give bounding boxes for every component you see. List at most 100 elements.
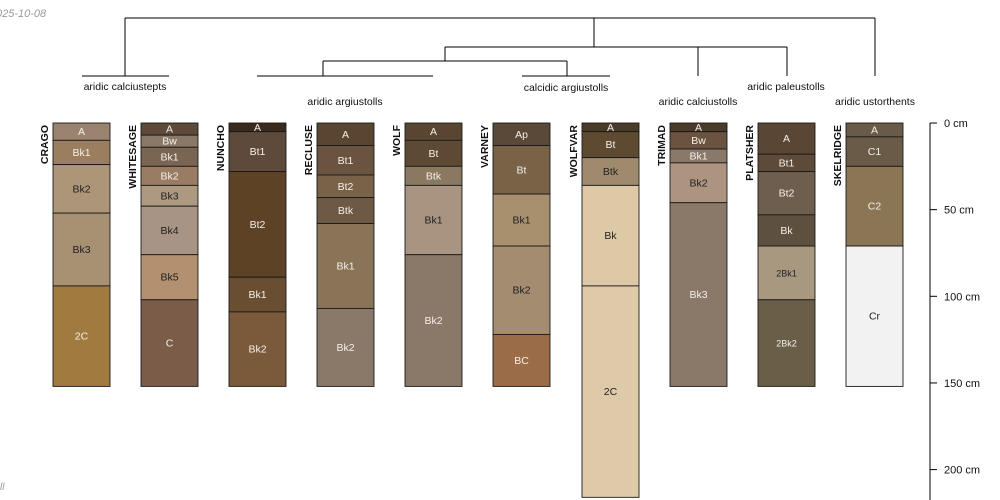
profile-wolfvar: A Bt Btk Bk 2C WOLFVAR bbox=[568, 122, 640, 498]
horizon-label: A bbox=[695, 122, 702, 134]
horizon-varney-bk2 bbox=[492, 245, 551, 335]
profile-name: PLATSHER bbox=[744, 125, 756, 181]
profile-trimad: ABw Bk1 Bk2 Bk3 TRIMAD bbox=[656, 122, 728, 387]
horizon-crago-2c bbox=[52, 285, 111, 387]
profile-name: CRAGO bbox=[39, 125, 51, 164]
horizon-label: Bt2 bbox=[250, 219, 266, 231]
horizon-label: C2 bbox=[868, 201, 882, 213]
profile-name: WOLF bbox=[391, 124, 403, 155]
horizon-label: Bk2 bbox=[72, 183, 90, 195]
horizon-recluse-bk2 bbox=[316, 307, 375, 387]
horizon-recluse-bt1 bbox=[316, 145, 375, 176]
horizon-recluse-btk bbox=[316, 197, 375, 224]
horizon-label: C bbox=[166, 338, 174, 350]
horizon-label: Bk1 bbox=[512, 215, 530, 227]
profile-recluse: A Bt1 Bt2 Btk Bk1 Bk2 RECLUSE bbox=[303, 122, 375, 387]
horizon-skelridge-c2 bbox=[845, 165, 904, 247]
profile-crago: A Bk1 Bk2 Bk3 2C CRAGO bbox=[39, 122, 111, 387]
horizon-varney-bt bbox=[492, 145, 551, 195]
horizon-label: Bw bbox=[162, 136, 177, 148]
horizon-wolf-bk1 bbox=[404, 184, 463, 256]
horizon-label: Bt2 bbox=[338, 181, 354, 193]
horizon-label: Bk1 bbox=[336, 260, 354, 272]
horizon-label: A bbox=[254, 122, 261, 134]
cluster-dendrogram bbox=[82, 17, 876, 77]
horizon-label: Bk1 bbox=[689, 150, 707, 162]
profile-nuncho: A Bt1 Bt2 Bk1 Bk2 NUNCHO bbox=[215, 122, 287, 387]
horizon-wolfvar-2c bbox=[581, 285, 640, 498]
horizon-platsher-bt2 bbox=[757, 171, 816, 216]
horizon-label: Bk2 bbox=[689, 177, 707, 189]
horizon-label: Bk2 bbox=[160, 170, 178, 182]
group-label-aridic-paleustolls: aridic paleustolls bbox=[747, 81, 825, 93]
profile-name: TRIMAD bbox=[656, 125, 668, 166]
horizon-platsher-a bbox=[757, 122, 816, 155]
horizon-whitesage-bk5 bbox=[140, 254, 199, 301]
horizon-label: Bk3 bbox=[72, 244, 90, 256]
horizon-trimad-bk3 bbox=[669, 202, 728, 387]
horizon-label: Bk2 bbox=[512, 285, 530, 297]
horizon-label: Bt bbox=[517, 164, 527, 176]
horizon-label: A bbox=[342, 129, 349, 141]
horizon-label: Bk1 bbox=[160, 151, 178, 163]
horizon-label: 2Bk2 bbox=[776, 339, 797, 349]
horizon-label: Ap bbox=[515, 129, 528, 141]
horizon-label: A bbox=[783, 133, 790, 145]
horizon-label: A bbox=[78, 126, 85, 138]
horizon-label: C1 bbox=[868, 146, 882, 158]
horizon-label: A bbox=[166, 124, 173, 136]
horizon-label: Bk bbox=[780, 225, 793, 237]
profile-name: VARNEY bbox=[479, 125, 491, 168]
horizon-wolf-bt bbox=[404, 139, 463, 167]
horizon-label: Bt1 bbox=[250, 146, 266, 158]
horizon-label: Bk3 bbox=[689, 289, 707, 301]
horizon-label: 2C bbox=[75, 331, 89, 343]
depth-tick-label: 50 cm bbox=[944, 205, 974, 217]
horizon-label: A bbox=[430, 126, 437, 138]
horizon-label: Bt bbox=[606, 139, 616, 151]
horizon-whitesage-c bbox=[140, 299, 199, 387]
group-label-aridic-calciustepts: aridic calciustepts bbox=[84, 81, 167, 93]
horizon-label: Bw bbox=[691, 135, 706, 147]
group-label-aridic-ustorthents: aridic ustorthents bbox=[835, 96, 915, 108]
horizon-platsher-2bk1 bbox=[757, 245, 816, 301]
horizon-label: BC bbox=[514, 355, 529, 367]
depth-tick-label: 0 cm bbox=[944, 118, 968, 130]
horizon-label: Bk2 bbox=[248, 344, 266, 356]
horizon-label: Bt bbox=[429, 148, 439, 160]
horizon-label: Bk2 bbox=[424, 315, 442, 327]
depth-tick-label: 150 cm bbox=[944, 378, 980, 390]
horizon-label: Bk1 bbox=[72, 147, 90, 159]
horizon-skelridge-cr bbox=[845, 245, 904, 387]
horizon-wolfvar-bt bbox=[581, 131, 640, 159]
profile-name: WHITESAGE bbox=[127, 125, 139, 189]
profile-name: WOLFVAR bbox=[568, 125, 580, 178]
horizon-wolf-bk2 bbox=[404, 254, 463, 387]
horizon-label: 2Bk1 bbox=[776, 268, 797, 278]
profile-whitesage: ABw Bk1 Bk2 Bk3 Bk4 Bk5 C WHITESAGE bbox=[127, 122, 199, 387]
horizon-label: Cr bbox=[869, 311, 881, 323]
horizon-wolfvar-bk bbox=[581, 184, 640, 287]
horizon-label: Bt1 bbox=[779, 157, 795, 169]
horizon-crago-bk2 bbox=[52, 164, 111, 214]
date-stamp: 025-10-08 bbox=[0, 8, 47, 20]
horizon-label: Bt1 bbox=[338, 155, 354, 167]
horizon-label: Bk2 bbox=[336, 342, 354, 354]
profile-wolf: A Bt Btk Bk1 Bk2 WOLF bbox=[391, 122, 463, 387]
horizon-label: Bk5 bbox=[160, 272, 178, 284]
profile-name: NUNCHO bbox=[215, 125, 227, 171]
profile-varney: Ap Bt Bk1 Bk2 BC VARNEY bbox=[479, 122, 551, 387]
horizon-label: Bk bbox=[604, 230, 617, 242]
horizon-platsher-bk bbox=[757, 214, 816, 247]
horizon-label: Bk1 bbox=[248, 289, 266, 301]
horizon-label: A bbox=[871, 124, 878, 136]
horizon-label: Bt2 bbox=[779, 188, 795, 200]
horizon-whitesage-bk4 bbox=[140, 205, 199, 256]
profile-name: RECLUSE bbox=[303, 125, 315, 175]
horizon-platsher-2bk2 bbox=[757, 299, 816, 387]
footer-stamp: ll bbox=[0, 482, 5, 493]
horizon-recluse-bk1 bbox=[316, 223, 375, 309]
horizon-crago-bk1 bbox=[52, 139, 111, 166]
horizon-nuncho-bk2 bbox=[228, 311, 287, 387]
